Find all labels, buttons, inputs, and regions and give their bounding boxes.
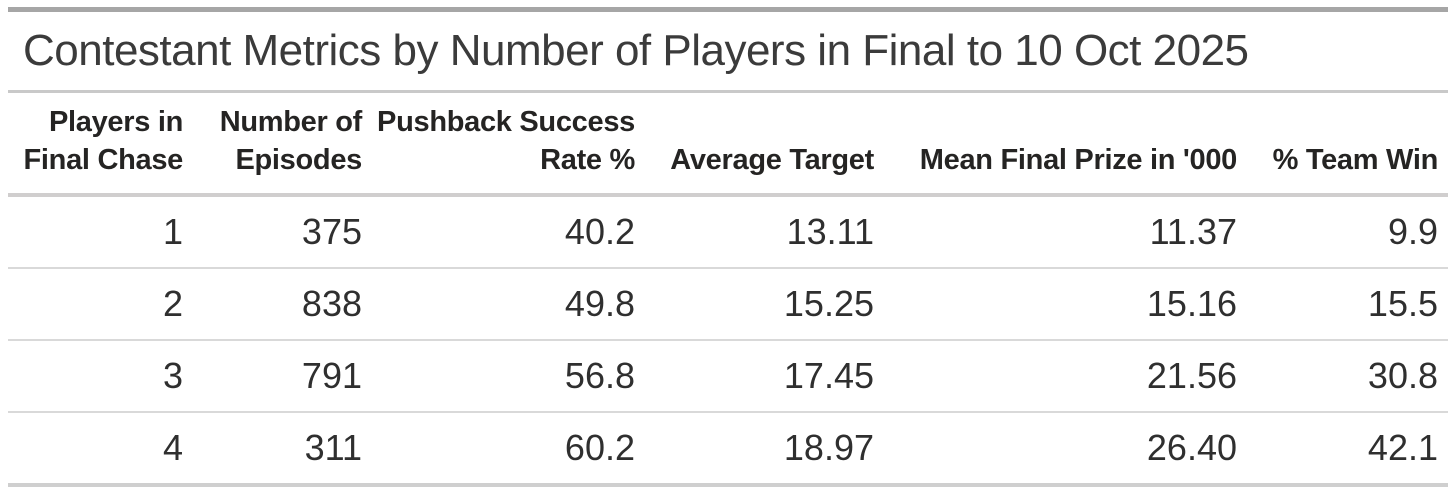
- table-row: 2 838 49.8 15.25 15.16 15.5: [8, 268, 1448, 341]
- table-cell: 375: [193, 195, 372, 269]
- table-cell: 21.56: [884, 340, 1247, 413]
- header-line: Average Target: [670, 144, 874, 176]
- table-cell: 18.97: [645, 412, 884, 487]
- table-row: 3 791 56.8 17.45 21.56 30.8: [8, 340, 1448, 413]
- contestant-metrics-table-visual: Contestant Metrics by Number of Players …: [0, 7, 1456, 498]
- header-line: Rate %: [540, 144, 635, 176]
- header-line: Mean Final Prize in '000: [919, 144, 1238, 176]
- header-line: Players in: [48, 106, 183, 138]
- table-row: 1 375 40.2 13.11 11.37 9.9: [8, 195, 1448, 269]
- header-line: Final Chase: [23, 144, 184, 176]
- table-cell: 15.16: [884, 268, 1247, 341]
- header-line: Episodes: [235, 144, 362, 176]
- column-header-pushback-success-rate[interactable]: Pushback Success Rate %: [372, 93, 645, 197]
- table-cell: 26.40: [884, 412, 1247, 487]
- table-cell: 40.2: [372, 195, 645, 269]
- table-cell: 13.11: [645, 195, 884, 269]
- table-cell: 1: [8, 195, 193, 269]
- table-cell: 42.1: [1247, 412, 1448, 487]
- column-header-mean-final-prize[interactable]: Mean Final Prize in '000: [884, 93, 1247, 197]
- column-header-average-target[interactable]: Average Target: [645, 93, 884, 197]
- header-line: % Team Win: [1272, 144, 1439, 176]
- table-cell: 15.25: [645, 268, 884, 341]
- column-header-pct-team-win[interactable]: % Team Win: [1247, 93, 1448, 197]
- header-row: Players in Final Chase Number of Episode…: [8, 93, 1448, 197]
- table-cell: 11.37: [884, 195, 1247, 269]
- table-row: 4 311 60.2 18.97 26.40 42.1: [8, 412, 1448, 487]
- table-cell: 4: [8, 412, 193, 487]
- table-cell: 838: [193, 268, 372, 341]
- metrics-table: Players in Final Chase Number of Episode…: [8, 93, 1448, 487]
- table-cell: 15.5: [1247, 268, 1448, 341]
- header-line: Number of: [219, 106, 363, 138]
- column-header-number-of-episodes[interactable]: Number of Episodes: [193, 93, 372, 197]
- table-cell: 17.45: [645, 340, 884, 413]
- table-title: Contestant Metrics by Number of Players …: [8, 12, 1448, 93]
- table-cell: 30.8: [1247, 340, 1448, 413]
- table-cell: 60.2: [372, 412, 645, 487]
- table-cell: 2: [8, 268, 193, 341]
- table-cell: 791: [193, 340, 372, 413]
- table-cell: 311: [193, 412, 372, 487]
- table-cell: 49.8: [372, 268, 645, 341]
- table-cell: 9.9: [1247, 195, 1448, 269]
- table-cell: 3: [8, 340, 193, 413]
- column-header-players-in-final-chase[interactable]: Players in Final Chase: [8, 93, 193, 197]
- header-line: Pushback Success: [377, 106, 635, 138]
- top-accent-bar: [8, 7, 1448, 12]
- table-cell: 56.8: [372, 340, 645, 413]
